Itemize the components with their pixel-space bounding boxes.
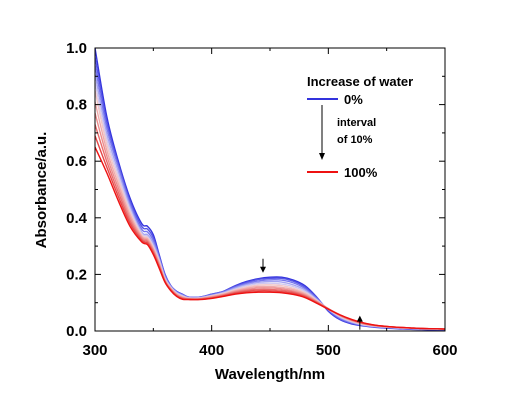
x-tick-label: 500 xyxy=(316,342,341,359)
legend-last-label: 100% xyxy=(344,165,378,180)
annotation-arrow-down-icon xyxy=(260,266,266,273)
legend-interval-line2: of 10% xyxy=(337,134,373,146)
series-line-5 xyxy=(95,90,445,330)
legend-title: Increase of water xyxy=(307,74,413,89)
x-axis-label: Wavelength/nm xyxy=(215,366,325,383)
annotation-layer xyxy=(260,258,363,330)
series-line-7 xyxy=(95,112,445,330)
legend: Increase of water 0% interval of 10% 100… xyxy=(307,74,413,180)
series-layer xyxy=(95,48,445,331)
legend-trend-arrow-icon xyxy=(319,153,325,160)
x-tick-label: 400 xyxy=(199,342,224,359)
legend-first-label: 0% xyxy=(344,92,363,107)
y-tick-label: 0.8 xyxy=(66,97,87,114)
x-tick-label: 600 xyxy=(432,342,457,359)
series-line-10 xyxy=(95,146,445,330)
legend-interval-line1: interval xyxy=(337,117,376,129)
x-tick-label: 300 xyxy=(82,342,107,359)
tick-layer: 300 400 500 600 0.0 0.2 0.4 0.6 0.8 1.0 xyxy=(66,40,457,359)
series-line-6 xyxy=(95,101,445,330)
y-tick-label: 0.2 xyxy=(66,266,87,283)
y-tick-label: 0.6 xyxy=(66,153,87,170)
y-tick-label: 1.0 xyxy=(66,40,87,57)
annotation-arrow-up-icon xyxy=(356,315,363,322)
y-tick-label: 0.4 xyxy=(66,210,88,227)
y-axis-label: Absorbance/a.u. xyxy=(33,132,50,249)
y-tick-label: 0.0 xyxy=(66,323,87,340)
